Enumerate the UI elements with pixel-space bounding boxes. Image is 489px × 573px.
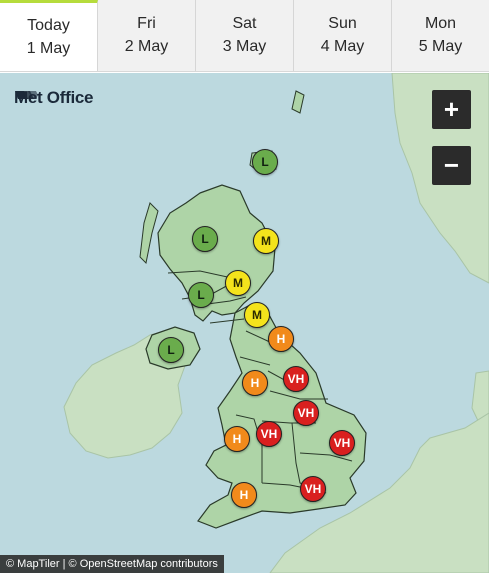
tab-day-label: Mon <box>424 15 457 32</box>
tab-day-label: Today <box>27 16 70 34</box>
pollen-marker-orkney-shetland[interactable]: L <box>252 149 278 175</box>
pollen-marker-wales[interactable]: H <box>224 426 250 452</box>
tab-date-label: 2 May <box>124 38 169 55</box>
tab-fri[interactable]: Fri 2 May <box>98 0 196 71</box>
pollen-marker-east-midlands[interactable]: VH <box>293 400 319 426</box>
pollen-marker-west-midlands[interactable]: VH <box>256 421 282 447</box>
shetland-land <box>291 90 305 114</box>
tab-sat[interactable]: Sat 3 May <box>196 0 294 71</box>
attribution-separator: | <box>62 558 66 570</box>
maptiler-attribution-link[interactable]: © MapTiler <box>6 558 60 570</box>
pollen-marker-south-west-england[interactable]: H <box>231 482 257 508</box>
met-office-logo: Met Office <box>14 87 93 109</box>
met-office-logo-icon <box>15 91 38 99</box>
tab-date-label: 1 May <box>26 39 71 57</box>
pollen-marker-central-tayside-fife[interactable]: M <box>225 270 251 296</box>
pollen-map[interactable]: Met Office + − L L M M L M L H H VH VH H… <box>0 73 489 573</box>
map-attribution: © MapTiler | © OpenStreetMap contributor… <box>0 555 224 573</box>
pollen-marker-northern-ireland[interactable]: L <box>158 337 184 363</box>
tab-day-label: Sun <box>328 15 357 32</box>
pollen-marker-yorkshire-humber[interactable]: VH <box>283 366 309 392</box>
pollen-marker-highlands[interactable]: L <box>192 226 218 252</box>
pollen-marker-london-south-east[interactable]: VH <box>300 476 326 502</box>
tab-day-label: Fri <box>137 15 156 32</box>
tab-today[interactable]: Today 1 May <box>0 0 98 71</box>
western-isles-land <box>139 202 159 265</box>
tab-sun[interactable]: Sun 4 May <box>294 0 392 71</box>
pollen-marker-strathclyde[interactable]: L <box>188 282 214 308</box>
england-wales-land <box>197 304 367 529</box>
forecast-day-tabs: Today 1 May Fri 2 May Sat 3 May Sun 4 Ma… <box>0 0 489 72</box>
openstreetmap-attribution-link[interactable]: © OpenStreetMap contributors <box>68 558 218 570</box>
continent-land <box>269 412 489 573</box>
pollen-marker-north-west-england[interactable]: H <box>242 370 268 396</box>
tab-date-label: 4 May <box>320 38 365 55</box>
tab-day-label: Sat <box>232 15 257 32</box>
pollen-marker-north-east-england[interactable]: H <box>268 326 294 352</box>
tab-date-label: 5 May <box>418 38 463 55</box>
tab-mon[interactable]: Mon 5 May <box>392 0 489 71</box>
zoom-out-button[interactable]: − <box>432 146 471 185</box>
pollen-marker-east-of-england[interactable]: VH <box>329 430 355 456</box>
pollen-marker-grampian[interactable]: M <box>253 228 279 254</box>
tab-date-label: 3 May <box>222 38 267 55</box>
zoom-in-button[interactable]: + <box>432 90 471 129</box>
pollen-marker-sw-scotland-borders[interactable]: M <box>244 302 270 328</box>
